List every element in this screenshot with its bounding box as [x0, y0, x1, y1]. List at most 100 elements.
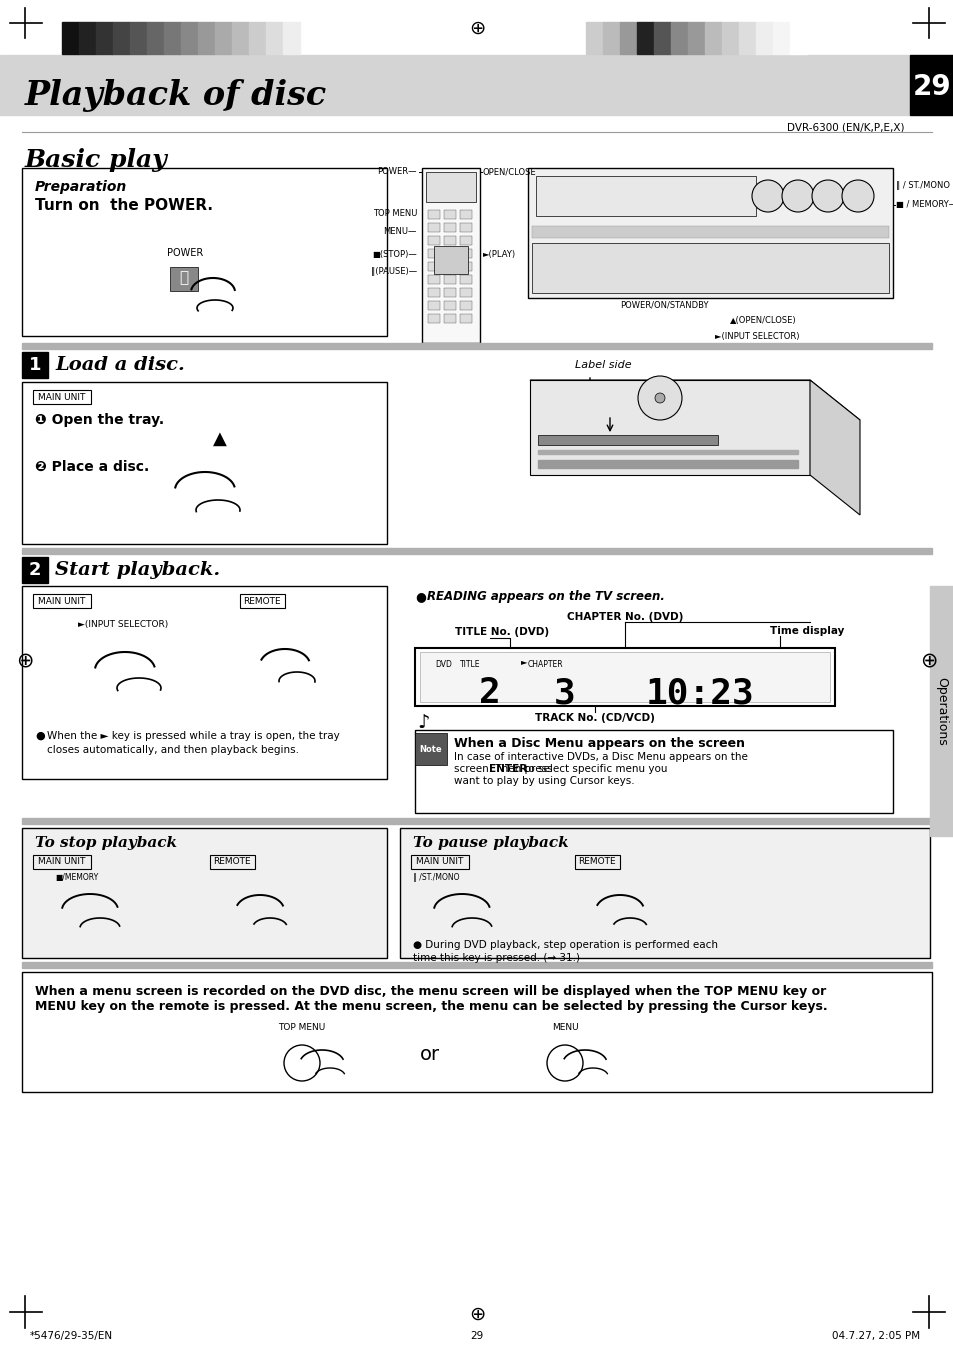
Bar [33, 390, 91, 404]
Bar [575, 855, 619, 869]
Bar [459, 313, 472, 323]
Circle shape [811, 180, 843, 212]
Polygon shape [530, 380, 859, 420]
Bar [181, 22, 198, 54]
Bar [415, 734, 447, 765]
Polygon shape [809, 380, 859, 515]
Text: To stop playback: To stop playback [35, 836, 177, 850]
Bar [585, 22, 602, 54]
Text: to select specific menu you: to select specific menu you [520, 765, 667, 774]
Bar [210, 855, 254, 869]
Circle shape [284, 1046, 319, 1081]
Text: ♪: ♪ [417, 713, 430, 732]
Bar [249, 22, 266, 54]
Bar [411, 855, 469, 869]
Bar [283, 22, 299, 54]
Bar [22, 549, 931, 554]
Bar [22, 343, 931, 349]
Bar [415, 648, 834, 707]
Text: 29: 29 [912, 73, 950, 101]
Text: TITLE No. (DVD): TITLE No. (DVD) [455, 627, 549, 638]
Bar [459, 276, 472, 284]
Bar [536, 176, 755, 216]
Bar [198, 22, 214, 54]
Bar [428, 301, 439, 309]
Bar [443, 236, 456, 245]
Bar [459, 249, 472, 258]
Bar [33, 855, 91, 869]
Text: Playback of disc: Playback of disc [25, 78, 327, 112]
Circle shape [841, 180, 873, 212]
Text: MAIN UNIT: MAIN UNIT [38, 858, 86, 866]
Bar [0, 55, 909, 115]
Text: When the ► key is pressed while a tray is open, the tray: When the ► key is pressed while a tray i… [47, 731, 339, 740]
Bar [426, 172, 476, 203]
Text: ‖ / ST./MONO: ‖ / ST./MONO [895, 181, 949, 189]
Bar [22, 353, 48, 378]
Text: DVD: DVD [435, 661, 452, 669]
Bar [755, 22, 772, 54]
Text: ►: ► [520, 657, 527, 666]
Bar [0, 1288, 953, 1351]
Bar [428, 288, 439, 297]
Text: 1: 1 [29, 357, 41, 374]
Bar [537, 459, 797, 467]
Polygon shape [530, 380, 809, 476]
Bar [33, 594, 91, 608]
Bar [789, 22, 806, 54]
Bar [532, 243, 888, 293]
Text: ▲: ▲ [213, 430, 227, 449]
Circle shape [751, 180, 783, 212]
Bar [22, 828, 387, 958]
Text: Operations: Operations [935, 677, 947, 746]
Bar [22, 971, 931, 1092]
Bar [602, 22, 619, 54]
Bar [443, 249, 456, 258]
Bar [428, 223, 439, 232]
Text: ❷ Place a disc.: ❷ Place a disc. [35, 459, 149, 474]
Text: MENU key on the remote is pressed. At the menu screen, the menu can be selected : MENU key on the remote is pressed. At th… [35, 1000, 827, 1013]
Text: 10:23: 10:23 [645, 676, 754, 711]
Text: MENU: MENU [551, 1023, 578, 1032]
Text: MAIN UNIT: MAIN UNIT [38, 597, 86, 605]
Text: ⏻: ⏻ [179, 270, 189, 285]
Bar [214, 22, 232, 54]
Text: ⊕: ⊕ [920, 650, 937, 670]
Circle shape [638, 376, 681, 420]
Bar [537, 450, 797, 454]
Bar [0, 0, 953, 55]
Bar [22, 382, 387, 544]
Bar [909, 55, 953, 115]
Text: Label side: Label side [575, 359, 631, 370]
Bar [399, 828, 929, 958]
Bar [772, 22, 789, 54]
Bar [619, 22, 637, 54]
Text: 04.7.27, 2:05 PM: 04.7.27, 2:05 PM [831, 1331, 919, 1342]
Text: To pause playback: To pause playback [413, 836, 568, 850]
Circle shape [781, 180, 813, 212]
Text: 3: 3 [554, 676, 576, 711]
Bar [654, 22, 670, 54]
Bar [266, 22, 283, 54]
Text: Start playback.: Start playback. [55, 561, 220, 580]
Bar [527, 168, 892, 299]
Bar [428, 262, 439, 272]
Bar [428, 249, 439, 258]
Bar [670, 22, 687, 54]
Text: TOP MENU: TOP MENU [278, 1023, 325, 1032]
Text: Note: Note [419, 744, 442, 754]
Text: Load a disc.: Load a disc. [55, 357, 185, 374]
Bar [170, 267, 198, 290]
Text: ⊕: ⊕ [468, 19, 485, 38]
Bar [428, 236, 439, 245]
Bar [443, 313, 456, 323]
Bar [687, 22, 704, 54]
Bar [428, 313, 439, 323]
Text: REMOTE: REMOTE [578, 858, 616, 866]
Text: TRACK No. (CD/VCD): TRACK No. (CD/VCD) [535, 713, 655, 723]
Bar [721, 22, 739, 54]
Text: ⊕: ⊕ [468, 1305, 485, 1324]
Bar [22, 557, 48, 584]
Text: ‖ /ST./MONO: ‖ /ST./MONO [413, 873, 459, 882]
Bar [428, 276, 439, 284]
